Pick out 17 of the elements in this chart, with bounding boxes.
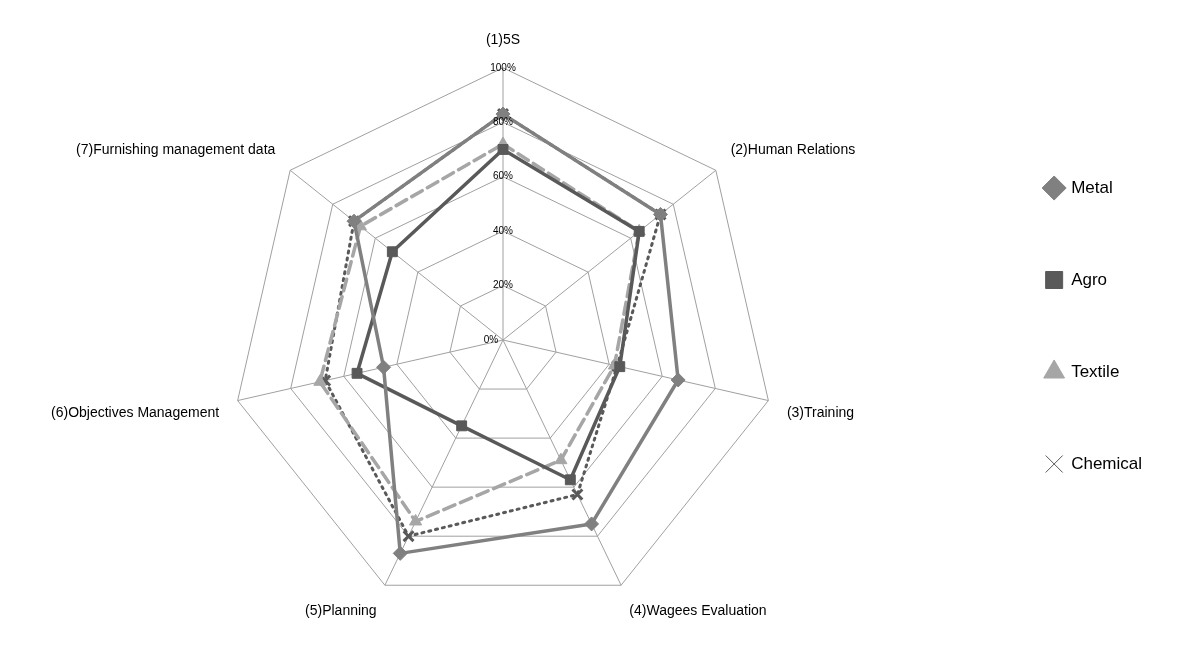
spoke-label: (4)Wagees Evaluation	[629, 601, 767, 618]
legend-label: Metal	[1071, 177, 1113, 197]
spoke-label: (2)Human Relations	[730, 140, 856, 157]
spoke-label: (7)Furnishing management data	[76, 140, 276, 157]
spoke-label: (3)Training	[786, 404, 855, 421]
legend-label: Agro	[1071, 269, 1108, 289]
legend-label: Textile	[1071, 361, 1120, 381]
spoke-label: (5)Planning	[305, 601, 377, 618]
y-tick-label: 0%	[483, 333, 499, 345]
legend-label: Chemical	[1071, 453, 1142, 473]
y-tick-label: 60%	[492, 170, 514, 182]
y-tick-label: 20%	[492, 279, 514, 291]
spoke-label: (6)Objectives Management	[51, 404, 220, 421]
spoke-label: (1)5S	[485, 31, 521, 48]
y-tick-label: 80%	[492, 115, 514, 127]
y-tick-label: 100%	[490, 61, 516, 73]
y-tick-label: 40%	[492, 224, 514, 236]
